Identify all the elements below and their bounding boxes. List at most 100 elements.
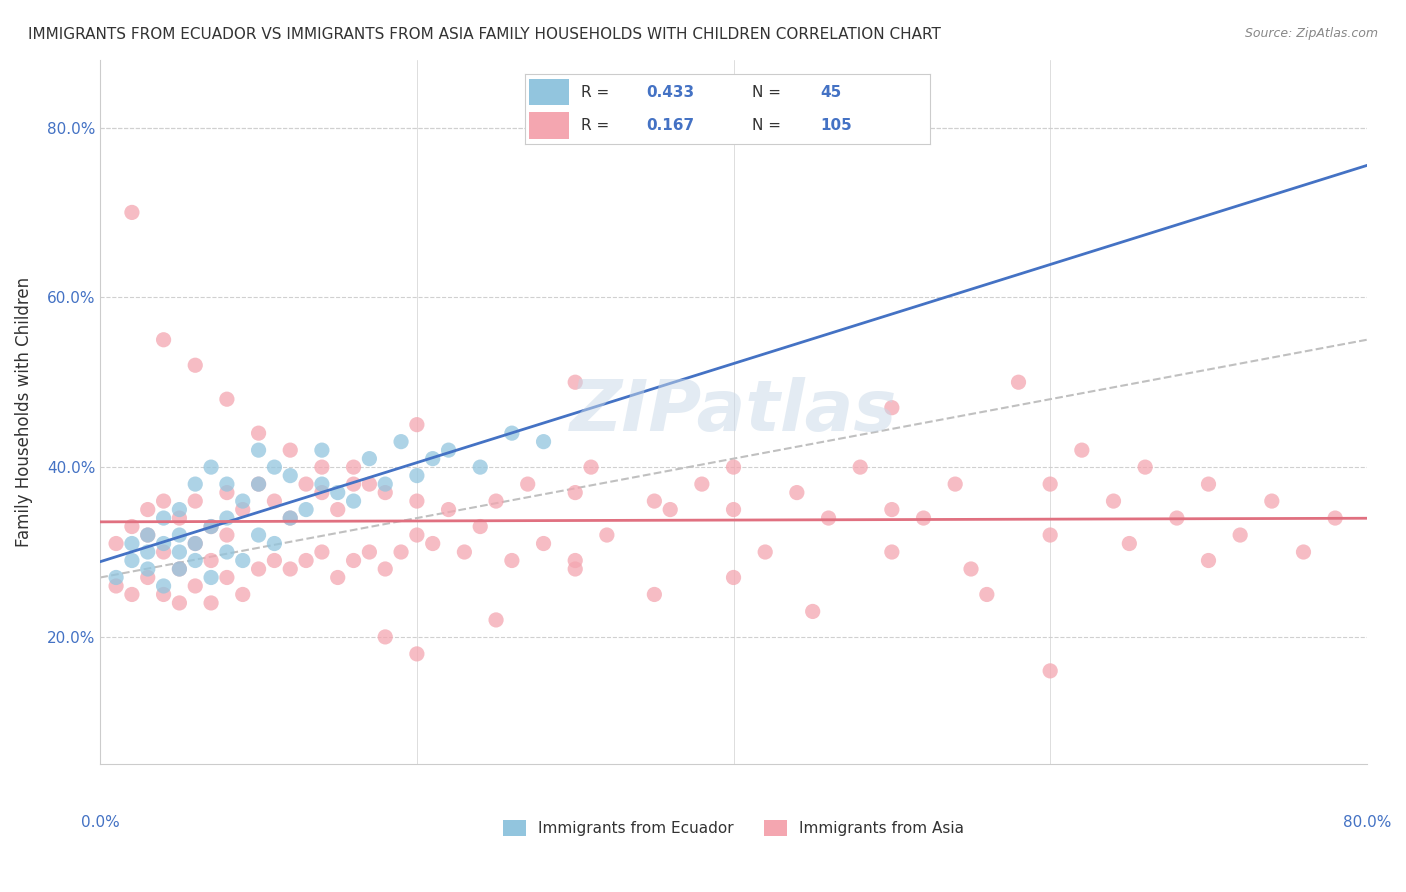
Point bbox=[801, 604, 824, 618]
Point bbox=[136, 570, 159, 584]
Point bbox=[295, 477, 318, 491]
Point bbox=[564, 562, 586, 576]
Point bbox=[184, 494, 207, 508]
Point bbox=[169, 562, 191, 576]
Point bbox=[501, 426, 523, 441]
Point bbox=[121, 519, 143, 533]
Point bbox=[389, 434, 412, 449]
Point bbox=[533, 536, 555, 550]
Point bbox=[880, 401, 903, 415]
Point bbox=[215, 545, 238, 559]
Text: IMMIGRANTS FROM ECUADOR VS IMMIGRANTS FROM ASIA FAMILY HOUSEHOLDS WITH CHILDREN : IMMIGRANTS FROM ECUADOR VS IMMIGRANTS FR… bbox=[28, 27, 941, 42]
Point bbox=[960, 562, 983, 576]
Point bbox=[121, 553, 143, 567]
Point bbox=[184, 553, 207, 567]
Point bbox=[184, 579, 207, 593]
Point bbox=[1198, 477, 1220, 491]
Point bbox=[1324, 511, 1347, 525]
Text: Source: ZipAtlas.com: Source: ZipAtlas.com bbox=[1244, 27, 1378, 40]
Point bbox=[389, 545, 412, 559]
Point bbox=[169, 528, 191, 542]
Point bbox=[105, 579, 128, 593]
Point bbox=[247, 443, 270, 458]
Point bbox=[278, 443, 301, 458]
Point bbox=[200, 553, 222, 567]
Point bbox=[136, 502, 159, 516]
Point bbox=[406, 417, 429, 432]
Point bbox=[406, 468, 429, 483]
Point bbox=[643, 587, 665, 601]
Point bbox=[1261, 494, 1284, 508]
Point bbox=[470, 460, 492, 475]
Point bbox=[200, 460, 222, 475]
Point bbox=[169, 502, 191, 516]
Point bbox=[105, 536, 128, 550]
Point bbox=[247, 528, 270, 542]
Point bbox=[184, 536, 207, 550]
Point bbox=[453, 545, 475, 559]
Point bbox=[786, 485, 808, 500]
Point bbox=[596, 528, 619, 542]
Point bbox=[406, 528, 429, 542]
Point bbox=[1039, 528, 1062, 542]
Point bbox=[295, 502, 318, 516]
Point bbox=[121, 536, 143, 550]
Point bbox=[516, 477, 538, 491]
Point bbox=[295, 553, 318, 567]
Point bbox=[342, 477, 364, 491]
Point bbox=[1070, 443, 1092, 458]
Point bbox=[136, 562, 159, 576]
Point bbox=[105, 570, 128, 584]
Point bbox=[232, 494, 254, 508]
Point bbox=[215, 528, 238, 542]
Point bbox=[152, 587, 174, 601]
Point bbox=[1007, 375, 1029, 389]
Point bbox=[1166, 511, 1188, 525]
Point bbox=[278, 468, 301, 483]
Point bbox=[169, 511, 191, 525]
Point bbox=[247, 477, 270, 491]
Point bbox=[406, 494, 429, 508]
Point bbox=[215, 485, 238, 500]
Point bbox=[278, 562, 301, 576]
Point bbox=[169, 596, 191, 610]
Point bbox=[943, 477, 966, 491]
Point bbox=[485, 613, 508, 627]
Point bbox=[278, 511, 301, 525]
Point bbox=[152, 511, 174, 525]
Point bbox=[121, 205, 143, 219]
Point bbox=[342, 460, 364, 475]
Point bbox=[152, 494, 174, 508]
Point bbox=[374, 485, 396, 500]
Point bbox=[152, 545, 174, 559]
Point bbox=[232, 587, 254, 601]
Point bbox=[326, 502, 349, 516]
Point bbox=[564, 485, 586, 500]
Point bbox=[723, 460, 745, 475]
Point bbox=[232, 553, 254, 567]
Point bbox=[311, 485, 333, 500]
Point bbox=[200, 519, 222, 533]
Point bbox=[422, 451, 444, 466]
Point bbox=[564, 375, 586, 389]
Point bbox=[169, 545, 191, 559]
Point bbox=[247, 426, 270, 441]
Point bbox=[263, 460, 285, 475]
Point bbox=[849, 460, 872, 475]
Point bbox=[1292, 545, 1315, 559]
Point bbox=[136, 528, 159, 542]
Point bbox=[232, 502, 254, 516]
Point bbox=[359, 545, 381, 559]
Point bbox=[169, 562, 191, 576]
Point bbox=[643, 494, 665, 508]
Point bbox=[215, 511, 238, 525]
Point bbox=[579, 460, 602, 475]
Point bbox=[1133, 460, 1156, 475]
Point bbox=[136, 528, 159, 542]
Point bbox=[215, 570, 238, 584]
Point bbox=[1229, 528, 1251, 542]
Point bbox=[723, 502, 745, 516]
Point bbox=[659, 502, 682, 516]
Point bbox=[263, 494, 285, 508]
Point bbox=[374, 562, 396, 576]
